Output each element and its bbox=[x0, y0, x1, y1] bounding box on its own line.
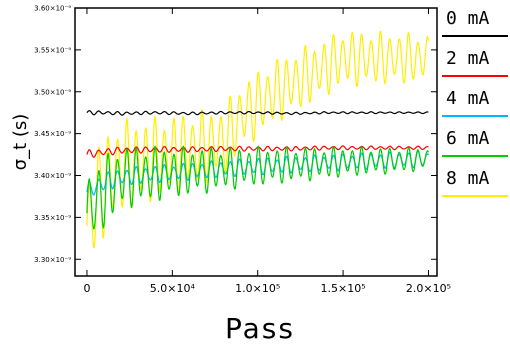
plot-frame bbox=[74, 7, 438, 277]
x-tick-label: 1.0×10⁵ bbox=[235, 282, 280, 295]
legend-label: 4 mA bbox=[446, 88, 490, 109]
x-tick-labels: 0 5.0×10⁴ 1.0×10⁵ 1.5×10⁵ 2.0×10⁵ bbox=[83, 282, 451, 295]
legend-label: 6 mA bbox=[446, 128, 490, 149]
legend-label: 2 mA bbox=[446, 48, 490, 69]
legend-label: 8 mA bbox=[446, 168, 490, 189]
x-tick-label: 1.5×10⁵ bbox=[321, 282, 366, 295]
legend: 0 mA 2 mA 4 mA 6 mA 8 mA bbox=[442, 8, 508, 197]
y-tick-label: 3.30×10⁻⁹ bbox=[34, 256, 71, 264]
y-tick-label: 3.35×10⁻⁹ bbox=[34, 214, 71, 222]
y-axis-title: σ_t (s) bbox=[10, 114, 31, 171]
svg-text:σ_t (s): σ_t (s) bbox=[10, 114, 31, 171]
x-tick-label: 5.0×10⁴ bbox=[150, 282, 196, 295]
series-line bbox=[86, 110, 429, 116]
y-tick-marks bbox=[75, 7, 437, 260]
series-line bbox=[86, 145, 430, 231]
series-layer bbox=[86, 30, 430, 249]
y-tick-label: 3.45×10⁻⁹ bbox=[34, 130, 71, 138]
x-axis-title: Pass bbox=[225, 312, 295, 345]
y-tick-label: 3.55×10⁻⁹ bbox=[34, 46, 71, 54]
legend-label: 0 mA bbox=[446, 8, 490, 29]
y-tick-label: 3.60×10⁻⁹ bbox=[34, 5, 71, 13]
x-tick-label: 0 bbox=[83, 282, 90, 295]
y-tick-labels: 3.30×10⁻⁹ 3.35×10⁻⁹ 3.40×10⁻⁹ 3.45×10⁻⁹ 3.50… bbox=[34, 5, 71, 264]
series-line bbox=[86, 30, 430, 249]
y-tick-label: 3.40×10⁻⁹ bbox=[34, 172, 71, 180]
x-tick-label: 2.0×10⁵ bbox=[406, 282, 451, 295]
x-tick-marks bbox=[86, 8, 429, 276]
y-tick-label: 3.50×10⁻⁹ bbox=[34, 88, 71, 96]
